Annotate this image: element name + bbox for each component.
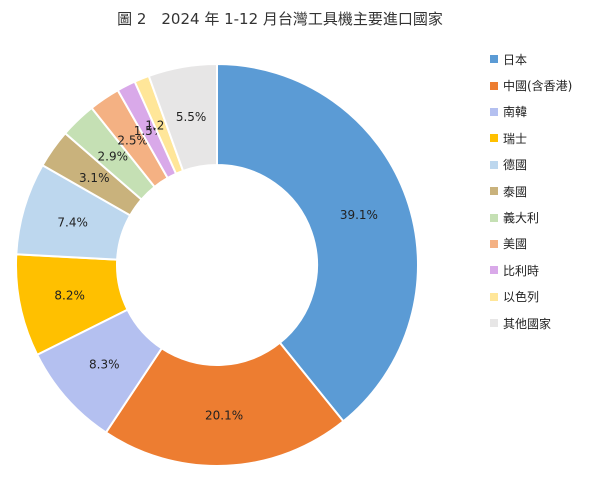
- legend-swatch: [490, 107, 498, 116]
- legend-swatch: [490, 292, 498, 301]
- slice-data-label: 7.4%: [57, 215, 88, 229]
- donut-slice: [216, 62, 419, 423]
- legend-item: 日本: [490, 46, 572, 72]
- slice-data-label: 3.1%: [79, 171, 110, 185]
- legend-item: 美國: [490, 231, 572, 257]
- legend-label: 以色列: [503, 290, 540, 305]
- legend-label: 瑞士: [503, 131, 528, 146]
- legend-label: 義大利: [503, 211, 540, 226]
- legend-swatch: [490, 134, 498, 143]
- slice-data-label: 8.3%: [89, 358, 120, 372]
- slice-data-label: 39.1%: [340, 208, 378, 222]
- donut-slice: [104, 341, 345, 467]
- legend-item: 比利時: [490, 257, 572, 283]
- legend-label: 其他國家: [503, 316, 552, 331]
- legend-label: 比利時: [503, 263, 540, 278]
- legend-item: 南韓: [490, 99, 572, 125]
- legend-item: 德國: [490, 152, 572, 178]
- legend-swatch: [490, 160, 498, 169]
- legend-label: 日本: [503, 52, 528, 67]
- slice-data-label: 8.2%: [54, 289, 85, 303]
- legend-swatch: [490, 187, 498, 196]
- legend-swatch: [490, 266, 498, 275]
- slice-data-label: 5.5%: [176, 110, 207, 124]
- donut-slice: [147, 62, 218, 173]
- legend-item: 泰國: [490, 178, 572, 204]
- slice-data-label: 2.5%: [117, 133, 148, 147]
- legend-item: 以色列: [490, 284, 572, 310]
- legend: 日本中國(含香港) 南韓瑞士德國泰國義大利美國比利時以色列其他國家: [490, 46, 572, 336]
- legend-label: 美國: [503, 237, 528, 252]
- legend-item: 其他國家: [490, 310, 572, 336]
- legend-swatch: [490, 81, 498, 90]
- legend-item: 中國(含香港): [490, 72, 572, 98]
- slice-data-label: 20.1%: [205, 408, 243, 422]
- legend-swatch: [490, 239, 498, 248]
- slice-data-label: 2.9%: [98, 149, 129, 163]
- legend-item: 義大利: [490, 204, 572, 230]
- legend-label: 泰國: [503, 184, 528, 199]
- legend-swatch: [490, 319, 498, 328]
- legend-label: 德國: [503, 158, 528, 173]
- legend-label: 中國(含香港): [503, 79, 573, 94]
- chart-title: 圖 2 2024 年 1-12 月台灣工具機主要進口國家: [117, 10, 443, 28]
- legend-item: 瑞士: [490, 125, 572, 151]
- legend-swatch: [490, 55, 498, 64]
- legend-label: 南韓: [503, 105, 528, 120]
- legend-swatch: [490, 213, 498, 222]
